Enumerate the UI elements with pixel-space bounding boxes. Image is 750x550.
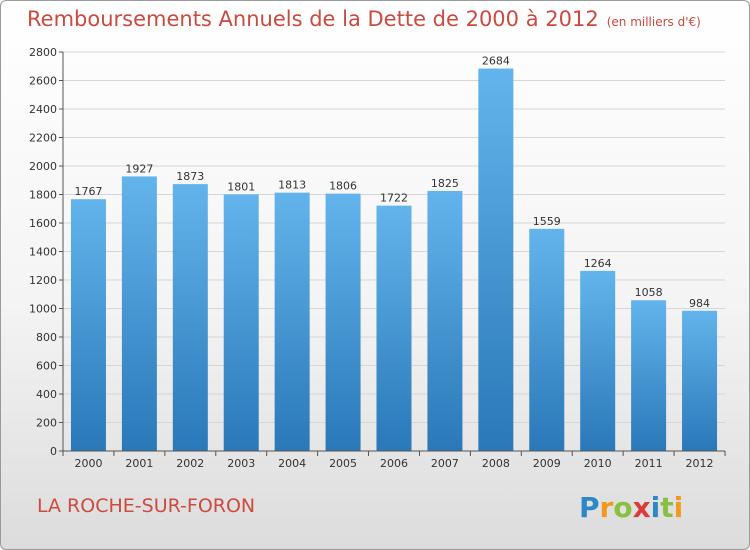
bar-value-label: 1873 bbox=[176, 170, 204, 183]
bar-2007 bbox=[427, 190, 463, 451]
y-tick-label: 800 bbox=[36, 331, 57, 344]
y-tick-label: 0 bbox=[50, 445, 57, 458]
bars: 1767 1927 1873 1801 1813 1806 1722 1825 2684 1559… bbox=[70, 55, 718, 452]
x-tick-label: 2008 bbox=[482, 457, 510, 470]
x-tick-label: 2002 bbox=[176, 457, 204, 470]
x-tick-label: 2006 bbox=[380, 457, 408, 470]
chart-title: Remboursements Annuels de la Dette de 20… bbox=[27, 7, 701, 31]
bar-2009 bbox=[529, 228, 565, 451]
bar-2005 bbox=[325, 193, 361, 451]
proxiti-logo: Proxiti bbox=[579, 491, 683, 524]
x-tick-label: 2012 bbox=[686, 457, 714, 470]
bar-2000 bbox=[70, 199, 106, 451]
y-tick-label: 2800 bbox=[29, 46, 57, 59]
y-tick-label: 200 bbox=[36, 417, 57, 430]
bar-2011 bbox=[631, 300, 667, 451]
bar-value-label: 1813 bbox=[278, 179, 306, 192]
y-tick-label: 2600 bbox=[29, 75, 57, 88]
bar-value-label: 1264 bbox=[584, 257, 612, 270]
logo-letter: i bbox=[650, 491, 661, 524]
y-tick-label: 1600 bbox=[29, 217, 57, 230]
y-tick-label: 2400 bbox=[29, 103, 57, 116]
x-tick-label: 2000 bbox=[74, 457, 102, 470]
y-tick-label: 2200 bbox=[29, 132, 57, 145]
y-tick-label: 1400 bbox=[29, 246, 57, 259]
y-tick-label: 1200 bbox=[29, 274, 57, 287]
bar-value-label: 1927 bbox=[125, 162, 153, 175]
logo-letter: t bbox=[660, 491, 674, 524]
bar-value-label: 1058 bbox=[635, 286, 663, 299]
logo-letter: P bbox=[579, 491, 600, 524]
bar-2003 bbox=[223, 194, 259, 452]
y-tick-label: 1800 bbox=[29, 189, 57, 202]
x-axis: 2000 2001 2002 2003 2004 2005 2006 2007 2008 2009… bbox=[62, 450, 726, 470]
x-tick-label: 2005 bbox=[329, 457, 357, 470]
x-tick-label: 2011 bbox=[635, 457, 663, 470]
bar-2010 bbox=[580, 270, 616, 451]
bar-2012 bbox=[682, 310, 718, 451]
y-tick-label: 600 bbox=[36, 360, 57, 373]
logo-letter: i bbox=[673, 491, 684, 524]
bar-2006 bbox=[376, 205, 412, 451]
bar-value-label: 1559 bbox=[533, 215, 561, 228]
logo-letter: o bbox=[613, 491, 633, 524]
bar-2008 bbox=[478, 68, 514, 451]
bar-value-label: 2684 bbox=[482, 55, 510, 68]
bar-value-label: 984 bbox=[689, 297, 710, 310]
x-tick-label: 2010 bbox=[584, 457, 612, 470]
logo-letter: r bbox=[599, 491, 614, 524]
bar-value-label: 1825 bbox=[431, 177, 459, 190]
bar-value-label: 1767 bbox=[74, 185, 102, 198]
x-tick-label: 2003 bbox=[227, 457, 255, 470]
x-tick-label: 2009 bbox=[533, 457, 561, 470]
x-tick-label: 2001 bbox=[125, 457, 153, 470]
bar-value-label: 1806 bbox=[329, 180, 357, 193]
y-tick-label: 2000 bbox=[29, 160, 57, 173]
chart-title-main: Remboursements Annuels de la Dette de 20… bbox=[27, 7, 599, 31]
chart-title-unit: (en milliers d'€) bbox=[606, 15, 701, 29]
bar-2002 bbox=[172, 184, 208, 451]
y-tick-label: 400 bbox=[36, 388, 57, 401]
bar-value-label: 1722 bbox=[380, 192, 408, 205]
y-axis: 0 200 400 600 800 1000 1200 1400 1600 1800 2000 220… bbox=[29, 46, 64, 458]
x-tick-label: 2004 bbox=[278, 457, 306, 470]
bar-value-label: 1801 bbox=[227, 180, 255, 193]
bar-2001 bbox=[121, 176, 157, 451]
y-tick-label: 1000 bbox=[29, 303, 57, 316]
logo-letter: x bbox=[632, 491, 651, 524]
bar-2004 bbox=[274, 192, 310, 451]
x-tick-label: 2007 bbox=[431, 457, 459, 470]
city-name: LA ROCHE-SUR-FORON bbox=[37, 495, 256, 517]
